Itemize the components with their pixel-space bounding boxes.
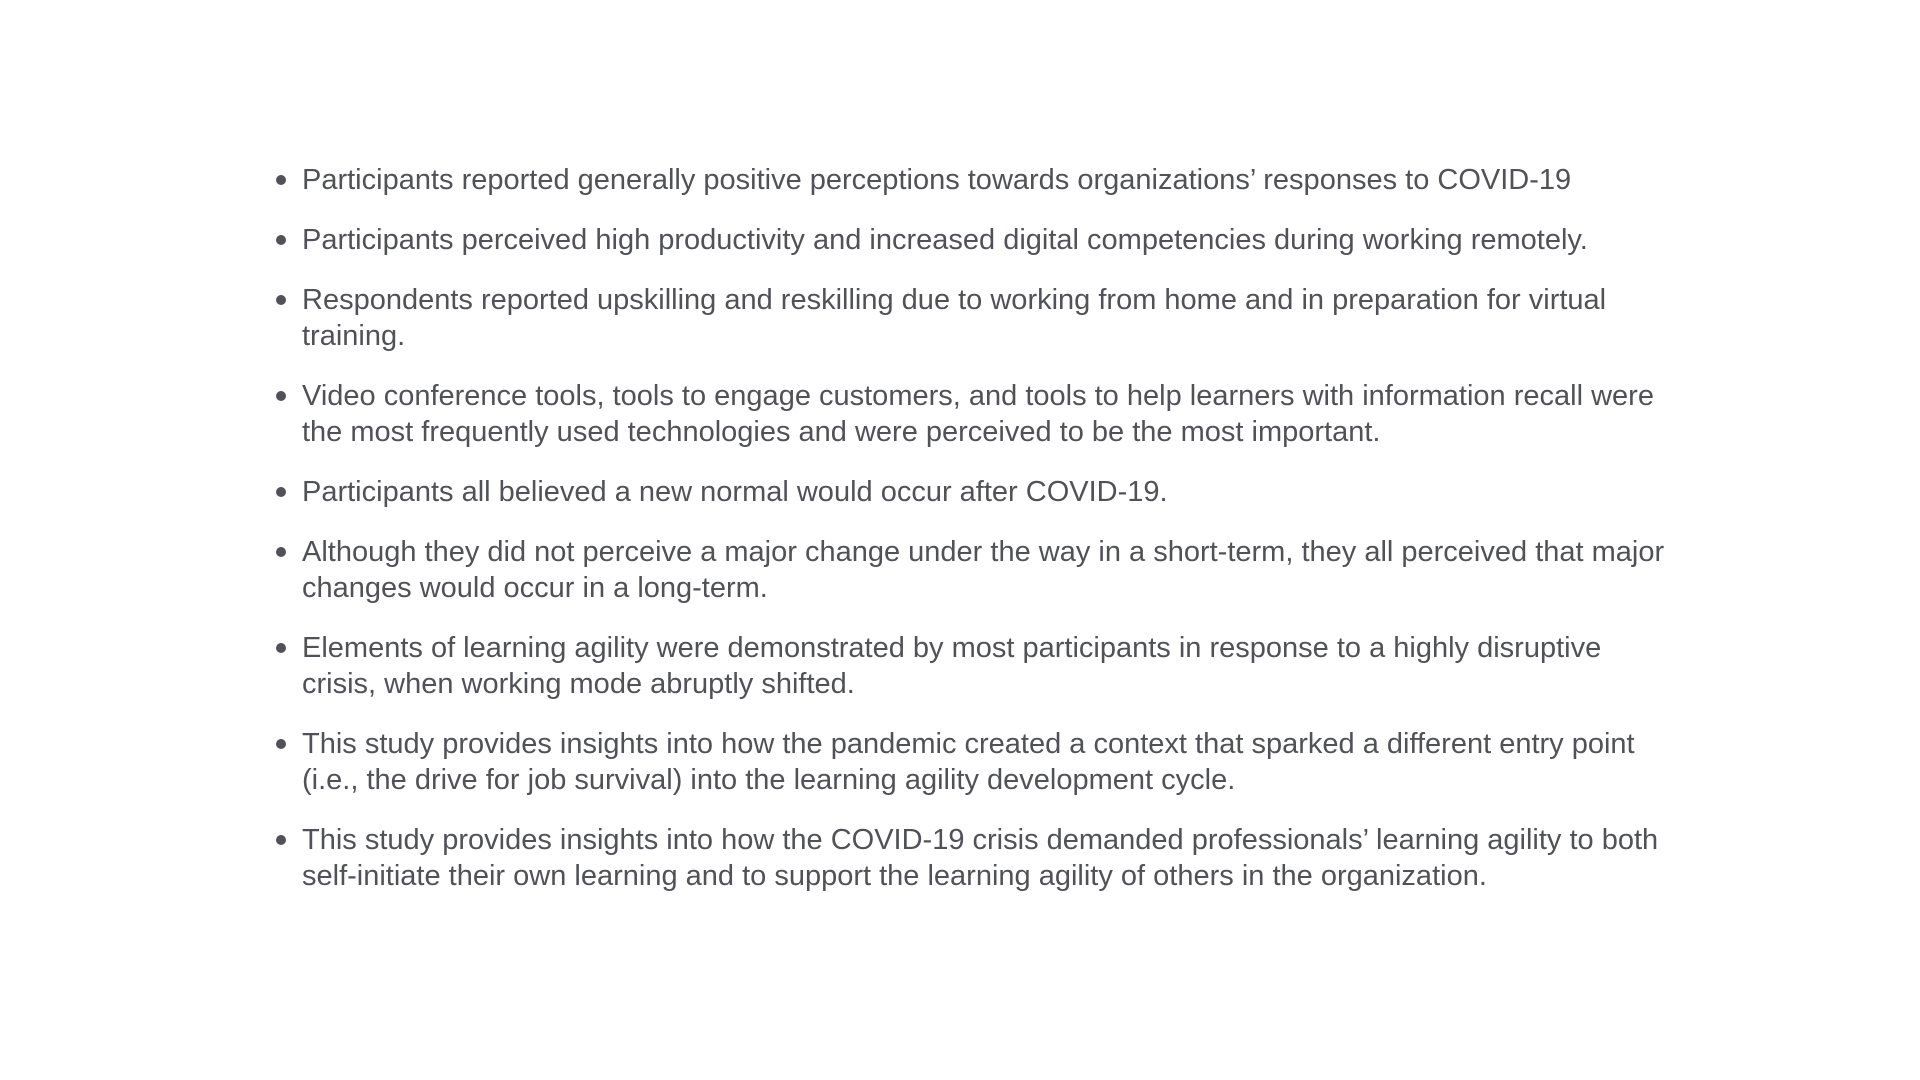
bullet-text: Although they did not perceive a major c… bbox=[302, 536, 1665, 604]
bullet-dot-icon bbox=[276, 295, 286, 305]
bullet-item: This study provides insights into how th… bbox=[276, 822, 1676, 894]
bullet-text: Participants perceived high productivity… bbox=[302, 224, 1588, 256]
bullet-item: Participants perceived high productivity… bbox=[276, 222, 1676, 258]
bullet-text: Video conference tools, tools to engage … bbox=[302, 380, 1654, 448]
bullet-dot-icon bbox=[276, 643, 286, 653]
bullet-dot-icon bbox=[276, 235, 286, 245]
bullet-text: This study provides insights into how th… bbox=[302, 728, 1635, 796]
bullet-text: Participants reported generally positive… bbox=[302, 164, 1572, 196]
bullet-item: Video conference tools, tools to engage … bbox=[276, 378, 1676, 450]
bullet-dot-icon bbox=[276, 487, 286, 497]
bullet-item: Respondents reported upskilling and resk… bbox=[276, 282, 1676, 354]
bullet-text: This study provides insights into how th… bbox=[302, 824, 1659, 892]
bullet-dot-icon bbox=[276, 835, 286, 845]
bullet-text: Respondents reported upskilling and resk… bbox=[302, 284, 1607, 352]
bullet-dot-icon bbox=[276, 547, 286, 557]
bullet-dot-icon bbox=[276, 391, 286, 401]
bullet-item: This study provides insights into how th… bbox=[276, 726, 1676, 798]
findings-bullet-list: Participants reported generally positive… bbox=[276, 162, 1676, 918]
bullet-item: Although they did not perceive a major c… bbox=[276, 534, 1676, 606]
bullet-item: Elements of learning agility were demons… bbox=[276, 630, 1676, 702]
bullet-dot-icon bbox=[276, 739, 286, 749]
bullet-item: Participants all believed a new normal w… bbox=[276, 474, 1676, 510]
bullet-text: Participants all believed a new normal w… bbox=[302, 476, 1168, 508]
bullet-dot-icon bbox=[276, 175, 286, 185]
bullet-item: Participants reported generally positive… bbox=[276, 162, 1676, 198]
bullet-text: Elements of learning agility were demons… bbox=[302, 632, 1602, 700]
